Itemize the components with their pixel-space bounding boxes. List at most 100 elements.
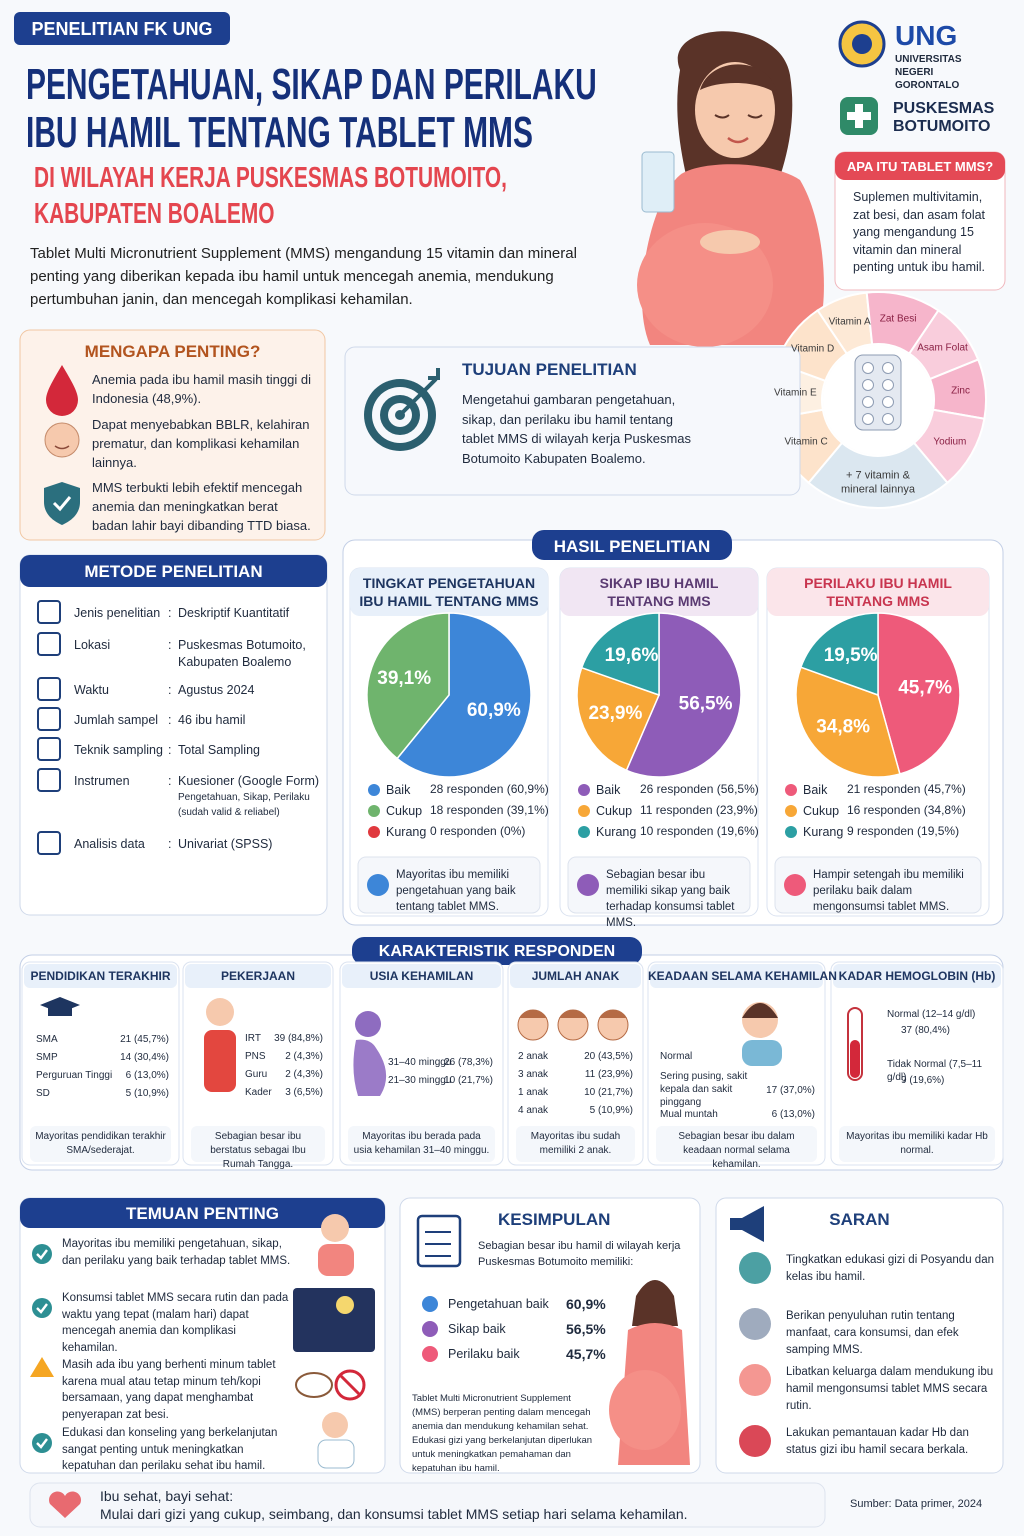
title: PENGETAHUAN, SIKAP DAN PERILAKU [26, 60, 597, 109]
doctor-icon [317, 1439, 355, 1469]
characteristic-label: IRT [245, 1033, 261, 1044]
method-separator: : [168, 743, 172, 757]
ring-label: Vitamin E [774, 387, 817, 399]
characteristics-title: KARAKTERISTIK RESPONDEN [378, 943, 616, 960]
check-icon [32, 1433, 52, 1453]
conclusion-value: 60,9% [566, 1296, 606, 1312]
characteristic-title: KEADAAN SELAMA KEHAMILAN [648, 969, 837, 983]
characteristic-label: 21–30 minggu [388, 1075, 452, 1086]
legend-dot [578, 784, 590, 796]
pie-slice [795, 666, 901, 778]
puskesmas-name: BOTUMOITO [893, 118, 991, 135]
characteristic-label: Normal (12–14 g/dl) [887, 1009, 976, 1020]
pregnant-icon [353, 1039, 387, 1096]
legend-label: Cukup [596, 804, 633, 818]
characteristic-note: Sebagian besar ibu dalam keadaan normal … [678, 1131, 795, 1170]
conclusion-label: Perilaku baik [448, 1347, 520, 1361]
suggestion-box [715, 1197, 1004, 1474]
legend-detail: 18 responden (39,1%) [430, 803, 549, 817]
characteristic-label: PNS [245, 1051, 266, 1062]
characteristic-value: 39 (84,8%) [274, 1033, 323, 1044]
characteristic-value: 5 (10,9%) [125, 1088, 169, 1099]
method-icon [37, 707, 61, 731]
conclusion-icon [422, 1296, 438, 1312]
legend-dot [785, 826, 797, 838]
legend-dot [578, 826, 590, 838]
characteristic-value: 21 (45,7%) [120, 1034, 169, 1045]
target-icon [400, 368, 440, 415]
legend-dot [368, 784, 380, 796]
characteristic-title: USIA KEHAMILAN [369, 969, 474, 983]
characteristic-label: Guru [245, 1069, 268, 1080]
legend-detail: 28 responden (60,9%) [430, 782, 549, 796]
characteristic-label: Normal [660, 1051, 693, 1062]
info-header [835, 152, 1005, 180]
conclusion-value: 45,7% [566, 1346, 606, 1362]
face [695, 62, 775, 158]
glass [641, 151, 675, 213]
badge: PENELITIAN FK UNG [31, 19, 213, 39]
method-separator: : [168, 638, 172, 652]
suggestion-icon [739, 1425, 771, 1457]
conclusion-label: Pengetahuan baik [448, 1297, 549, 1311]
characteristic-value: 6 (13,0%) [125, 1070, 169, 1081]
characteristic-value: 17 (37,0%) [766, 1085, 815, 1096]
legend-detail: 21 responden (45,7%) [847, 782, 966, 796]
characteristics-tab [352, 937, 642, 965]
no-icon [334, 1369, 366, 1401]
check-mark [36, 1249, 48, 1260]
pie-value-label: 19,6% [605, 645, 659, 666]
method-value: Univariat (SPSS) [178, 837, 273, 851]
pie-value-label: 45,7% [898, 678, 952, 699]
no-icon [338, 1373, 362, 1397]
characteristic-header [24, 964, 177, 988]
characteristic-value: 14 (30,4%) [120, 1052, 169, 1063]
heart-icon [48, 1491, 82, 1518]
method-label: Teknik sampling [74, 743, 163, 757]
characteristic-note: Mayoritas ibu memiliki kadar Hb normal. [846, 1131, 988, 1156]
pie-value-label: 56,5% [679, 694, 733, 715]
pill [862, 379, 874, 391]
suggestion-icon [739, 1364, 771, 1396]
conclusion-icon [422, 1346, 438, 1362]
megaphone-icon [730, 1206, 764, 1242]
characteristic-label: Mual muntah [660, 1109, 718, 1120]
why-item: MMS terbukti lebih efektif mencegah anem… [92, 480, 311, 533]
method-title: METODE PENELITIAN [84, 562, 263, 581]
pie-slice [877, 612, 961, 775]
characteristic-header [833, 964, 1001, 988]
characteristic-value: 3 (6,5%) [285, 1087, 323, 1098]
suggestion-item: Libatkan keluarga dalam mendukung ibu ha… [786, 1366, 994, 1412]
characteristic-value: 11 (23,9%) [584, 1069, 633, 1080]
ring-label: Asam Folat [917, 342, 968, 354]
warning-icon [30, 1357, 54, 1377]
characteristic-label: SMA [36, 1034, 58, 1045]
cap-icon [48, 1008, 72, 1016]
method-icon [37, 737, 61, 761]
characteristic-note-box [656, 1126, 817, 1162]
characteristic-label: Perguruan Tinggi [36, 1070, 113, 1081]
findings-title: TEMUAN PENTING [126, 1204, 279, 1223]
characteristic-value: 26 (78,3%) [444, 1057, 493, 1068]
conclusion-title: KESIMPULAN [498, 1210, 611, 1229]
characteristic-title: PEKERJAAN [220, 969, 295, 983]
check-icon [32, 1244, 52, 1264]
characteristic-value: 10 (21,7%) [444, 1075, 493, 1086]
mother-icon [321, 1214, 349, 1242]
characteristic-value: 10 (21,7%) [584, 1087, 633, 1098]
method-label: Analisis data [74, 837, 145, 851]
method-value: Deskriptif Kuantitatif [178, 606, 290, 620]
method-header [20, 555, 327, 587]
method-icon [37, 831, 61, 855]
findings-header [20, 1198, 385, 1228]
chart-note: Sebagian besar ibu memiliki sikap yang b… [606, 869, 735, 929]
chart-note: Hampir setengah ibu memiliki perilaku ba… [813, 869, 964, 913]
goal-text: Mengetahui gambaran pengetahuan, sikap, … [462, 392, 692, 466]
chart-card-header [560, 568, 758, 616]
intro-text: Tablet Multi Micronutrient Supplement (M… [30, 245, 577, 308]
pie-value-label: 60,9% [467, 700, 521, 721]
characteristic-value: 37 (80,4%) [901, 1025, 950, 1036]
legend-dot [785, 805, 797, 817]
chart-note-box [357, 856, 541, 914]
